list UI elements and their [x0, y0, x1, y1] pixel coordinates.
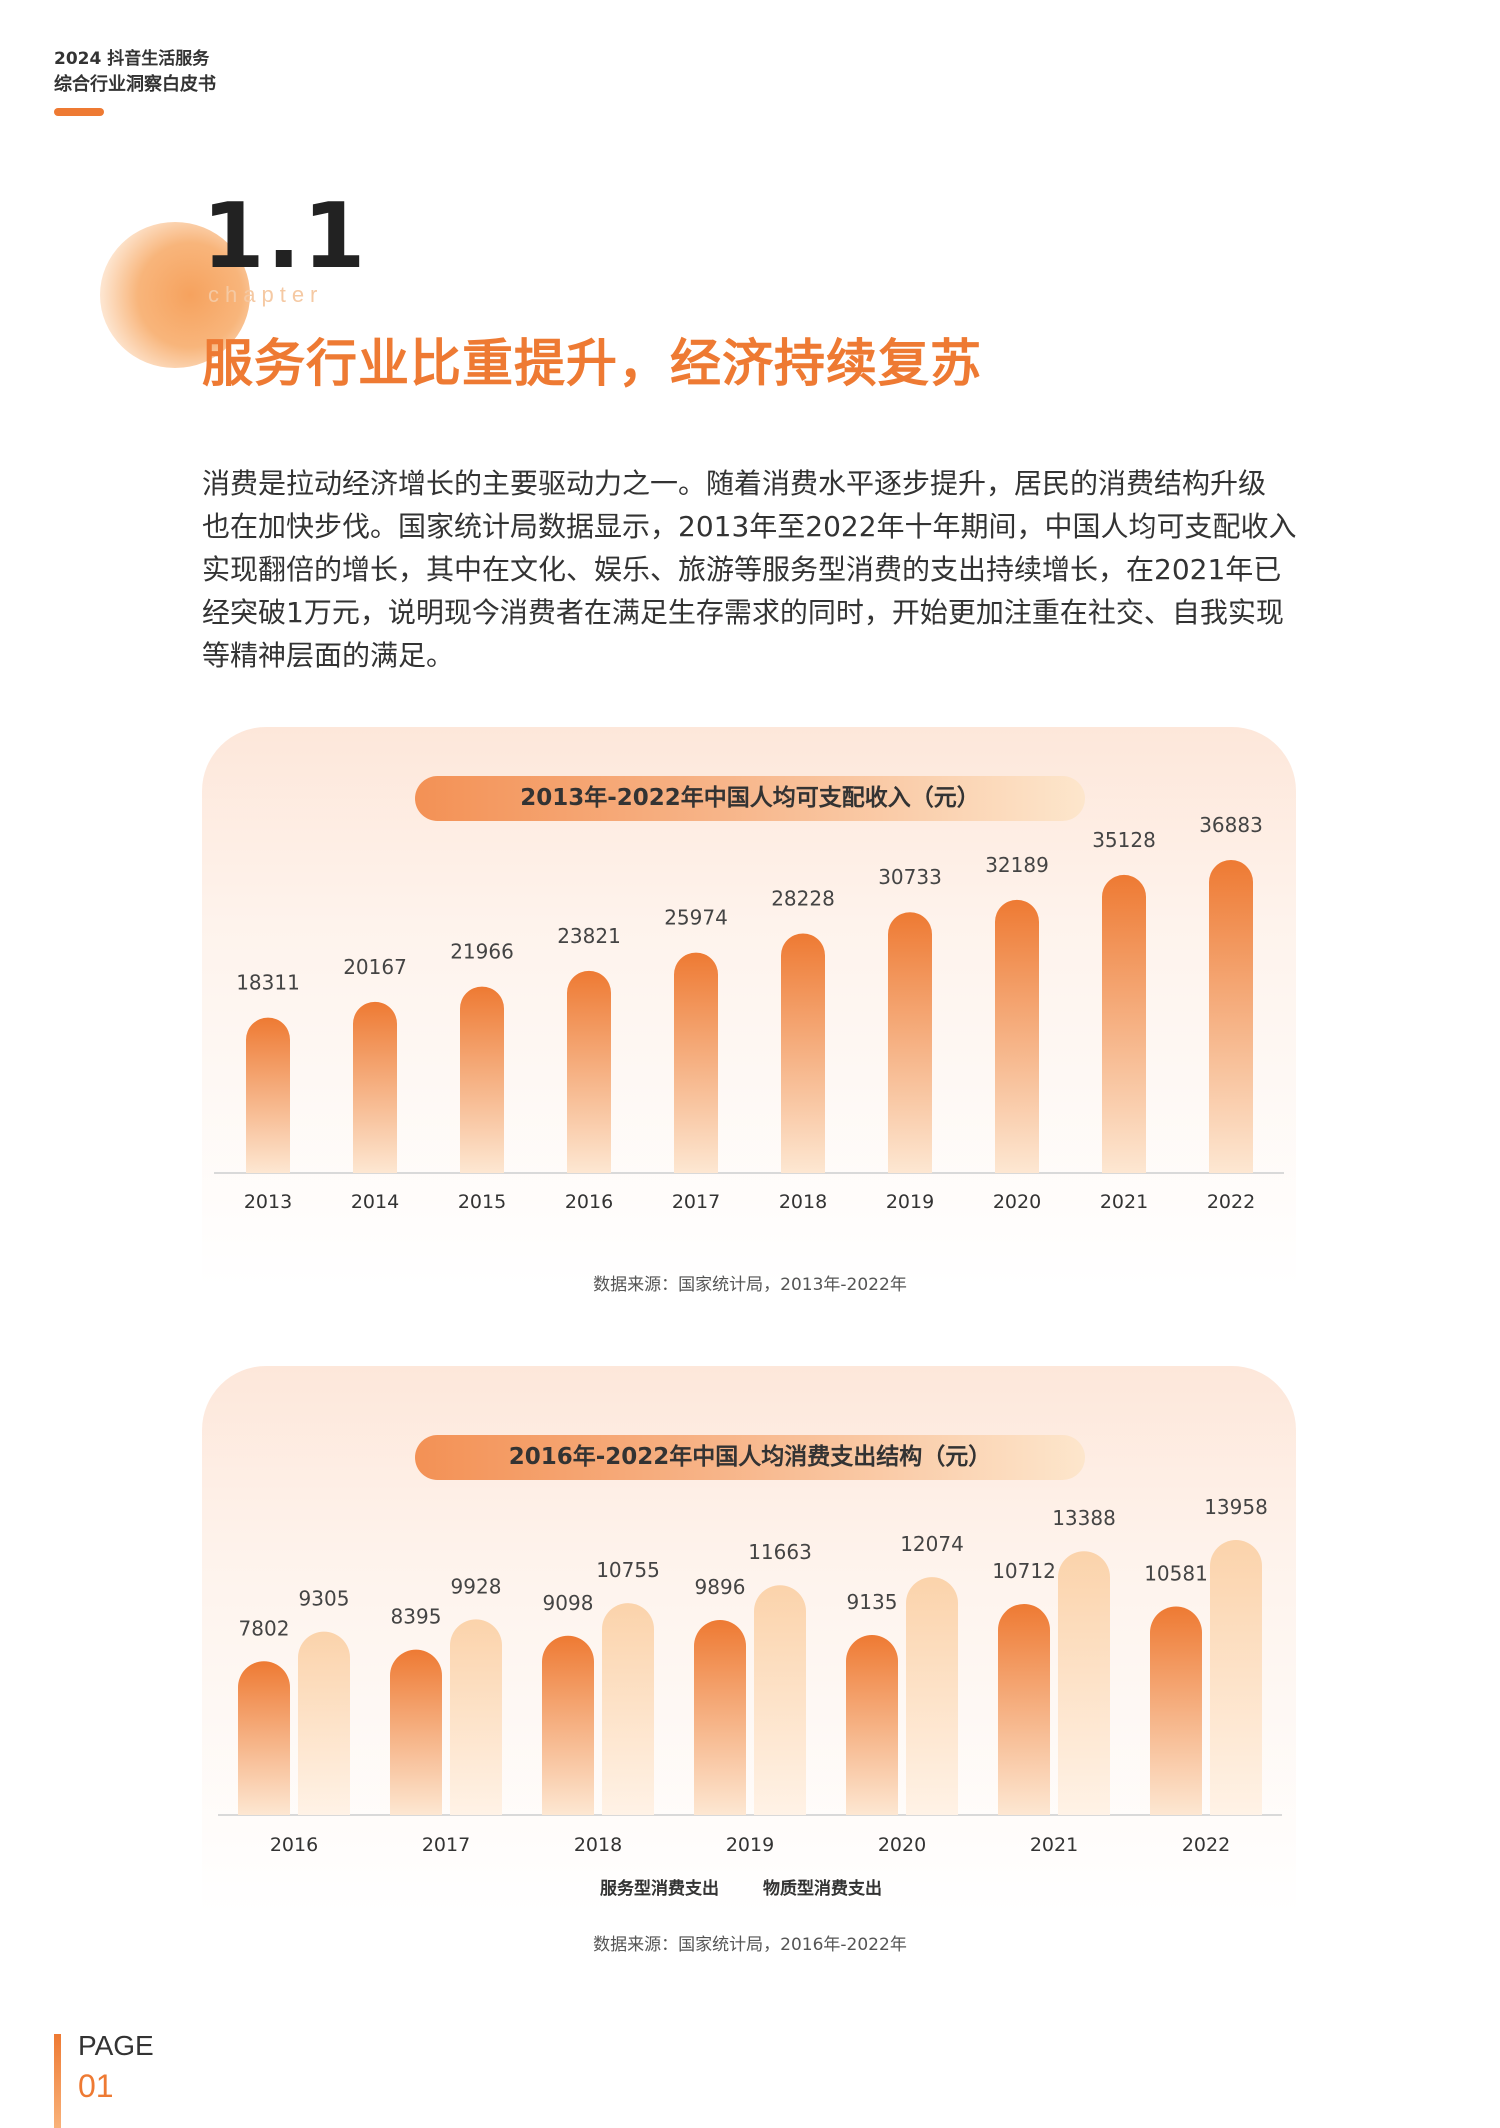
- material-data-label: 12074: [900, 1532, 964, 1556]
- income-x-tick: 2017: [672, 1191, 720, 1213]
- spending-chart-card: 2016年-2022年中国人均消费支出结构（元）: [202, 1366, 1296, 1914]
- income-bar: [674, 952, 718, 1173]
- paragraph-line: 经突破1万元，说明现今消费者在满足生存需求的同时，开始更加注重在社交、自我实现: [202, 596, 1284, 629]
- material-spending-bar: [906, 1577, 958, 1815]
- chapter-number: 1.1: [202, 184, 368, 289]
- service-spending-bar: [542, 1635, 594, 1815]
- material-data-label: 9928: [451, 1574, 502, 1598]
- service-data-label: 8395: [391, 1605, 442, 1629]
- income-bar: [781, 933, 825, 1173]
- income-x-tick: 2022: [1207, 1191, 1255, 1213]
- paragraph-line: 消费是拉动经济增长的主要驱动力之一。随着消费水平逐步提升，居民的消费结构升级: [202, 467, 1267, 500]
- income-bar: [1102, 874, 1146, 1173]
- report-year-title: 2024 抖音生活服务: [54, 49, 210, 69]
- income-x-tick: 2013: [244, 1191, 292, 1213]
- material-data-label: 13958: [1204, 1495, 1268, 1519]
- income-data-label: 35128: [1092, 828, 1156, 852]
- service-data-label: 10581: [1144, 1562, 1208, 1586]
- material-spending-bar: [1210, 1540, 1262, 1815]
- income-x-tick: 2021: [1100, 1191, 1148, 1213]
- income-data-label: 36883: [1199, 813, 1263, 837]
- spending-x-tick: 2021: [1030, 1834, 1078, 1856]
- service-data-label: 9098: [543, 1591, 594, 1615]
- material-spending-bar: [298, 1631, 350, 1815]
- income-data-label: 21966: [450, 940, 514, 964]
- service-spending-bar: [998, 1603, 1050, 1815]
- spending-chart-title: 2016年-2022年中国人均消费支出结构（元）: [508, 1444, 992, 1470]
- service-spending-bar: [1150, 1606, 1202, 1815]
- paragraph-line: 等精神层面的满足。: [202, 639, 455, 672]
- material-data-label: 11663: [748, 1540, 812, 1564]
- section-title: 服务行业比重提升，经济持续复苏: [202, 335, 983, 394]
- income-data-label: 18311: [236, 971, 300, 995]
- page-number: 01: [78, 2068, 114, 2104]
- income-data-label: 25974: [664, 906, 728, 930]
- income-x-tick: 2015: [458, 1191, 506, 1213]
- income-chart-source: 数据来源：国家统计局，2013年-2022年: [593, 1275, 907, 1295]
- service-spending-bar: [846, 1635, 898, 1815]
- income-data-label: 28228: [771, 886, 835, 910]
- service-spending-bar: [694, 1620, 746, 1815]
- income-x-tick: 2019: [886, 1191, 934, 1213]
- report-title: 综合行业洞察白皮书: [54, 74, 216, 95]
- income-data-label: 30733: [878, 865, 942, 889]
- spending-x-tick: 2020: [878, 1834, 926, 1856]
- service-spending-bar: [238, 1661, 290, 1815]
- service-data-label: 10712: [992, 1559, 1056, 1583]
- income-chart-title: 2013年-2022年中国人均可支配收入（元）: [520, 785, 980, 811]
- material-data-label: 13388: [1052, 1506, 1116, 1530]
- legend-service-spending: 服务型消费支出: [600, 1879, 719, 1899]
- service-data-label: 9896: [695, 1575, 746, 1599]
- material-spending-bar: [754, 1585, 806, 1815]
- income-data-label: 23821: [557, 924, 621, 948]
- spending-chart-title-pill: 2016年-2022年中国人均消费支出结构（元）: [415, 1435, 1085, 1480]
- income-bar: [567, 970, 611, 1173]
- income-bar: [888, 912, 932, 1173]
- spending-x-tick: 2017: [422, 1834, 470, 1856]
- income-bar: [353, 1001, 397, 1173]
- page-accent-bar: [54, 2034, 61, 2128]
- material-spending-bar: [1058, 1551, 1110, 1815]
- income-x-tick: 2016: [565, 1191, 613, 1213]
- spending-x-tick: 2019: [726, 1834, 774, 1856]
- spending-x-tick: 2022: [1182, 1834, 1230, 1856]
- chapter-word: chapter: [208, 282, 324, 307]
- service-data-label: 9135: [847, 1590, 898, 1614]
- income-bar: [460, 986, 504, 1173]
- income-bar: [1209, 860, 1253, 1173]
- spending-chart-source: 数据来源：国家统计局，2016年-2022年: [593, 1935, 907, 1955]
- income-chart-title-pill: 2013年-2022年中国人均可支配收入（元）: [415, 776, 1085, 821]
- income-x-tick: 2014: [351, 1191, 399, 1213]
- material-spending-bar: [602, 1603, 654, 1815]
- material-data-label: 10755: [596, 1558, 660, 1582]
- material-data-label: 9305: [299, 1587, 350, 1611]
- header-accent-bar: [54, 108, 104, 116]
- chapter-glow-circle: [100, 222, 250, 368]
- income-x-tick: 2018: [779, 1191, 827, 1213]
- service-data-label: 7802: [239, 1616, 290, 1640]
- paragraph-line: 实现翻倍的增长，其中在文化、娱乐、旅游等服务型消费的支出持续增长，在2021年已: [202, 553, 1282, 586]
- income-data-label: 20167: [343, 955, 407, 979]
- legend-material-spending: 物质型消费支出: [763, 1879, 882, 1899]
- income-bar: [995, 899, 1039, 1173]
- material-spending-bar: [450, 1619, 502, 1815]
- page-label: PAGE: [78, 2030, 154, 2061]
- income-bar: [246, 1017, 290, 1173]
- spending-x-tick: 2016: [270, 1834, 318, 1856]
- service-spending-bar: [390, 1649, 442, 1815]
- paragraph-line: 也在加快步伐。国家统计局数据显示，2013年至2022年十年期间，中国人均可支配…: [202, 510, 1297, 543]
- spending-x-tick: 2018: [574, 1834, 622, 1856]
- income-x-tick: 2020: [993, 1191, 1041, 1213]
- intro-paragraph: 消费是拉动经济增长的主要驱动力之一。随着消费水平逐步提升，居民的消费结构升级 也…: [202, 462, 1302, 677]
- income-data-label: 32189: [985, 853, 1049, 877]
